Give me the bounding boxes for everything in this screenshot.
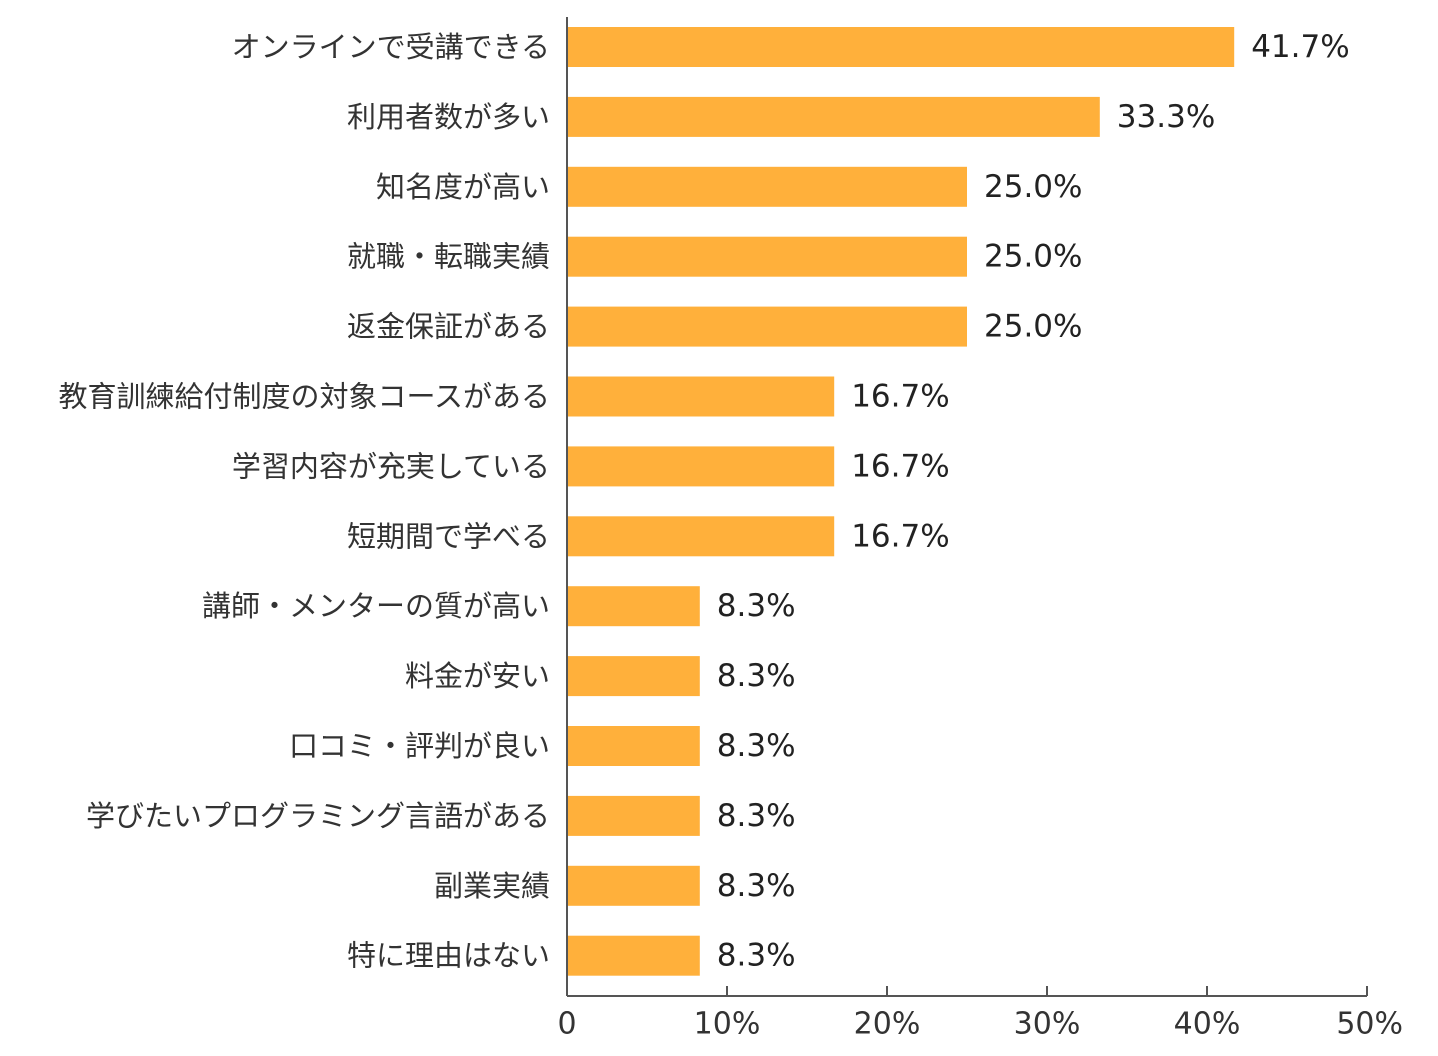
bar <box>567 166 967 207</box>
bar <box>567 96 1100 137</box>
value-label: 25.0% <box>984 239 1082 275</box>
bar <box>567 516 835 557</box>
x-tick-label: 20% <box>854 1007 921 1042</box>
category-label: 講師・メンターの質が高い <box>202 589 550 623</box>
value-label: 8.3% <box>717 868 796 904</box>
value-label: 33.3% <box>1117 99 1215 135</box>
bar <box>567 586 700 627</box>
x-tick-label: 40% <box>1174 1007 1241 1042</box>
value-label: 8.3% <box>717 588 796 624</box>
bar <box>567 865 700 906</box>
value-label: 25.0% <box>984 169 1082 205</box>
bar <box>567 935 700 976</box>
category-label: 特に理由はない <box>347 939 550 973</box>
bar <box>567 376 835 417</box>
category-label: 返金保証がある <box>347 310 550 344</box>
category-label: 料金が安い <box>405 659 550 693</box>
value-label: 8.3% <box>717 798 796 834</box>
category-label: 知名度が高い <box>376 170 550 204</box>
x-tick-label: 30% <box>1014 1007 1081 1042</box>
x-tick-label: 10% <box>694 1007 761 1042</box>
x-tick-label: 50% <box>1336 1007 1403 1042</box>
category-label: 短期間で学べる <box>347 519 550 553</box>
category-label: 副業実績 <box>434 869 550 903</box>
category-label: オンラインで受講できる <box>232 30 550 64</box>
bars-group <box>567 27 1235 976</box>
category-label: 教育訓練給付制度の対象コースがある <box>58 380 550 414</box>
value-labels-group: 41.7% 33.3% 25.0% 25.0% 25.0% 16.7% 16.7% 16.7%… <box>717 29 1350 974</box>
x-tick-label: 0 <box>557 1007 576 1042</box>
value-label: 8.3% <box>717 728 796 764</box>
axes-group: 0 10% 20% 30% 40% 50% <box>557 17 1403 1042</box>
bar <box>567 236 967 277</box>
category-label: 口コミ・評判が良い <box>289 729 550 763</box>
bar <box>567 795 700 836</box>
value-label: 16.7% <box>851 448 949 484</box>
bar <box>567 446 835 487</box>
value-label: 16.7% <box>851 379 949 415</box>
bar <box>567 656 700 697</box>
category-labels-group: オンラインで受講できる利用者数が多い知名度が高い就職・転職実績返金保証がある教育… <box>58 30 550 973</box>
value-label: 8.3% <box>717 938 796 974</box>
category-label: 学びたいプログラミング言語がある <box>86 799 550 833</box>
value-label: 16.7% <box>851 518 949 554</box>
value-label: 25.0% <box>984 309 1082 345</box>
category-label: 利用者数が多い <box>347 100 550 134</box>
category-label: 就職・転職実績 <box>347 240 550 274</box>
bar <box>567 306 967 347</box>
value-label: 8.3% <box>717 658 796 694</box>
bar <box>567 726 700 766</box>
value-label: 41.7% <box>1251 29 1349 65</box>
category-label: 学習内容が充実している <box>232 449 550 483</box>
bar <box>567 27 1235 67</box>
